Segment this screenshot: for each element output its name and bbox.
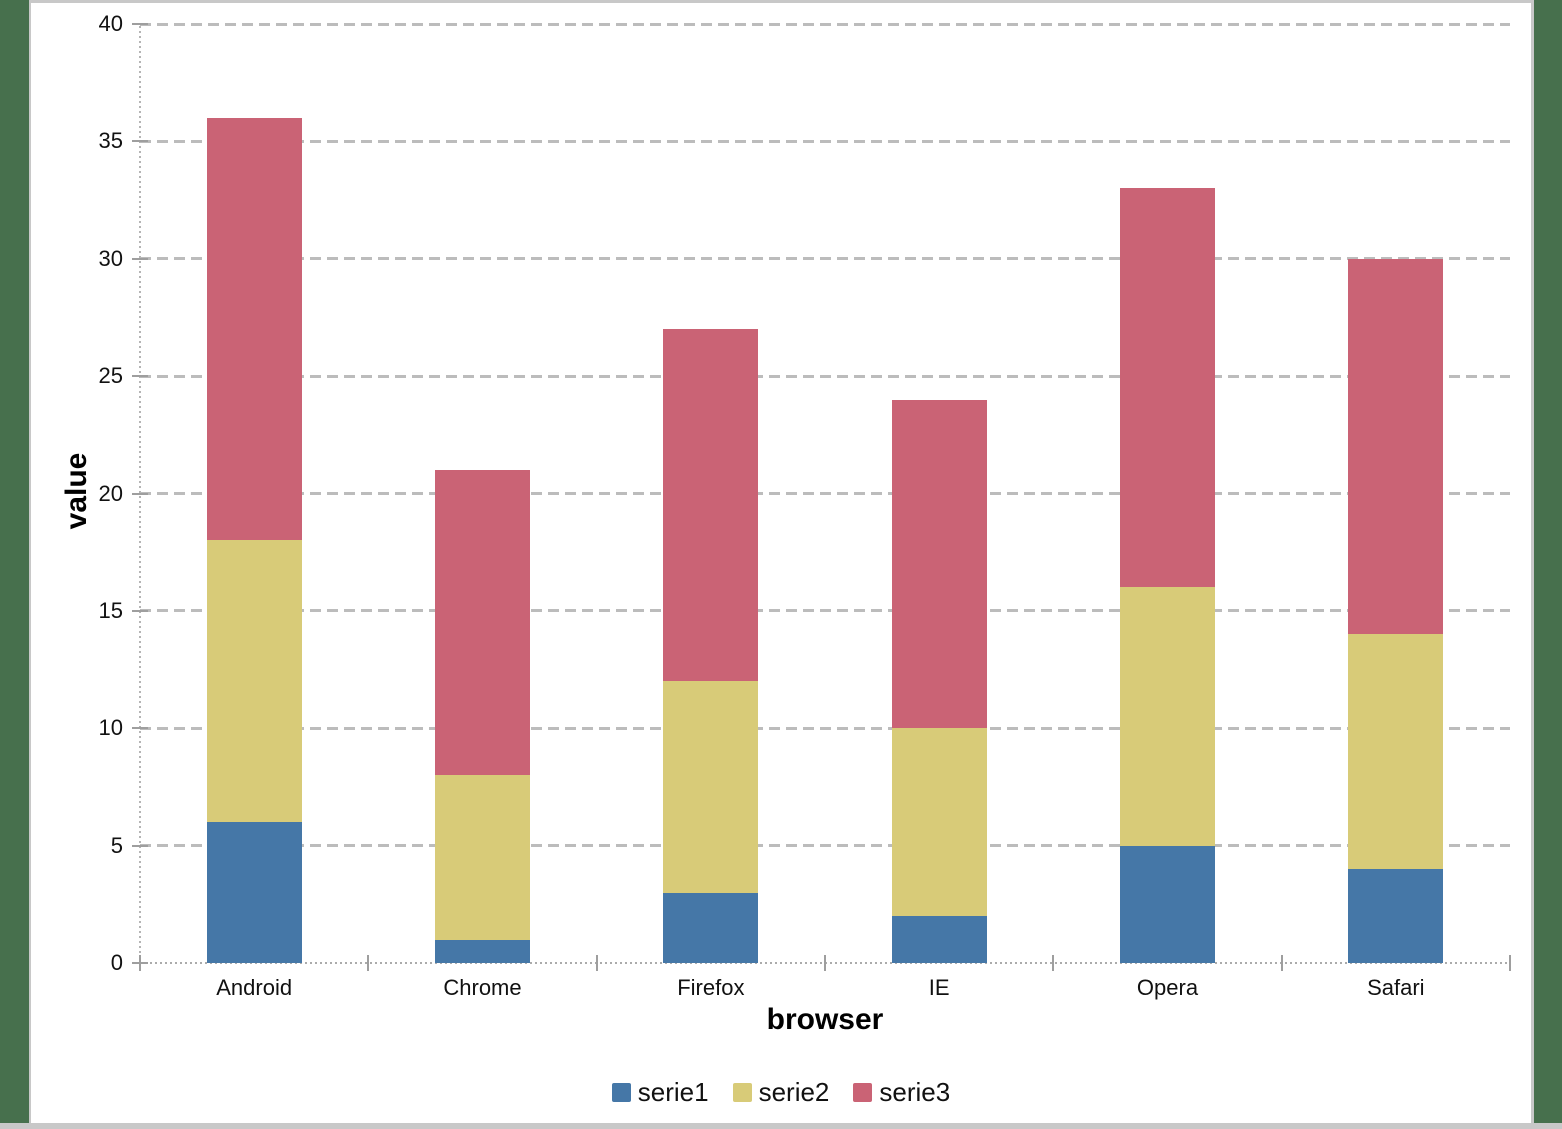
- y-tick-label: 0: [110, 950, 123, 975]
- category-label-safari: Safari: [1367, 975, 1425, 1000]
- bar-segment-serie1-opera[interactable]: [1120, 845, 1215, 963]
- window-margin-right: [1534, 0, 1562, 1123]
- bar-segment-serie3-ie[interactable]: [891, 399, 987, 729]
- y-axis-tick: [132, 492, 148, 495]
- x-axis-tick: [367, 955, 370, 971]
- x-axis-title: browser: [766, 1003, 884, 1036]
- legend-item-serie3[interactable]: serie3: [853, 1078, 950, 1106]
- y-axis-tick: [132, 727, 148, 730]
- y-tick-label: 5: [110, 832, 123, 858]
- legend-label: serie3: [879, 1077, 951, 1107]
- legend-swatch-serie3: [853, 1082, 873, 1102]
- y-axis-tick: [132, 844, 148, 847]
- bar-segment-serie2-opera[interactable]: [1120, 587, 1215, 846]
- bar-segment-serie3-chrome[interactable]: [435, 470, 530, 776]
- y-tick-label: 10: [98, 715, 123, 741]
- y-tick-label: 25: [98, 363, 123, 389]
- y-axis-tick: [132, 23, 148, 25]
- chart-panel: value browser serie1 serie2 serie3 0 5 10 15 2…: [31, 3, 1531, 1123]
- legend-label: serie2: [758, 1077, 830, 1107]
- category-label-opera: Opera: [1136, 975, 1199, 1000]
- bar-segment-serie2-chrome[interactable]: [435, 775, 530, 940]
- y-axis-tick: [132, 257, 148, 260]
- bar-segment-serie2-ie[interactable]: [891, 728, 987, 917]
- gridline: [140, 257, 1510, 261]
- x-axis-tick: [1052, 955, 1055, 971]
- bar-segment-serie3-safari[interactable]: [1348, 258, 1444, 635]
- y-axis-tick: [132, 609, 148, 612]
- legend-label: serie1: [637, 1077, 709, 1107]
- y-axis-tick: [132, 375, 148, 378]
- x-axis-tick: [139, 955, 141, 971]
- legend-swatch-serie1: [611, 1082, 631, 1102]
- x-axis-tick: [824, 955, 826, 971]
- bar-segment-serie1-firefox[interactable]: [663, 892, 759, 963]
- bar-segment-serie3-opera[interactable]: [1120, 188, 1215, 588]
- gridline: [140, 844, 1510, 848]
- x-axis-tick: [1280, 955, 1283, 971]
- category-label-firefox: Firefox: [677, 975, 745, 1000]
- legend: serie1 serie2 serie3: [31, 1078, 1531, 1106]
- y-tick-label: 40: [98, 11, 123, 36]
- legend-item-serie1[interactable]: serie1: [611, 1077, 709, 1107]
- window-margin-left: [0, 0, 29, 1123]
- category-label-ie: IE: [928, 975, 950, 1000]
- y-tick-label: 30: [98, 245, 123, 271]
- y-tick-label: 15: [98, 597, 123, 623]
- x-axis-tick: [1509, 955, 1511, 971]
- bar-segment-serie3-android[interactable]: [206, 117, 302, 541]
- category-label-android: Android: [216, 975, 293, 1000]
- category-label-chrome: Chrome: [443, 975, 522, 1000]
- bar-segment-serie2-safari[interactable]: [1348, 634, 1444, 870]
- x-axis-tick: [595, 955, 598, 971]
- bar-segment-serie2-firefox[interactable]: [663, 681, 759, 893]
- gridline: [140, 726, 1510, 730]
- y-tick-label: 35: [98, 128, 123, 154]
- bar-segment-serie1-chrome[interactable]: [435, 939, 530, 963]
- legend-item-serie2[interactable]: serie2: [732, 1077, 830, 1107]
- bar-segment-serie3-firefox[interactable]: [663, 329, 759, 682]
- bar-segment-serie1-ie[interactable]: [891, 916, 987, 963]
- bar-segment-serie1-android[interactable]: [206, 822, 302, 963]
- y-tick-label: 20: [98, 480, 123, 506]
- legend-swatch-serie2: [732, 1082, 752, 1102]
- y-axis-tick: [132, 140, 148, 143]
- bar-segment-serie1-safari[interactable]: [1348, 869, 1444, 963]
- gridline: [140, 609, 1510, 613]
- gridline: [140, 374, 1510, 378]
- gridline: [140, 492, 1510, 495]
- gridline: [140, 22, 1510, 26]
- bar-segment-serie2-android[interactable]: [206, 540, 302, 823]
- gridline: [140, 139, 1510, 143]
- plot-area: [132, 22, 1511, 971]
